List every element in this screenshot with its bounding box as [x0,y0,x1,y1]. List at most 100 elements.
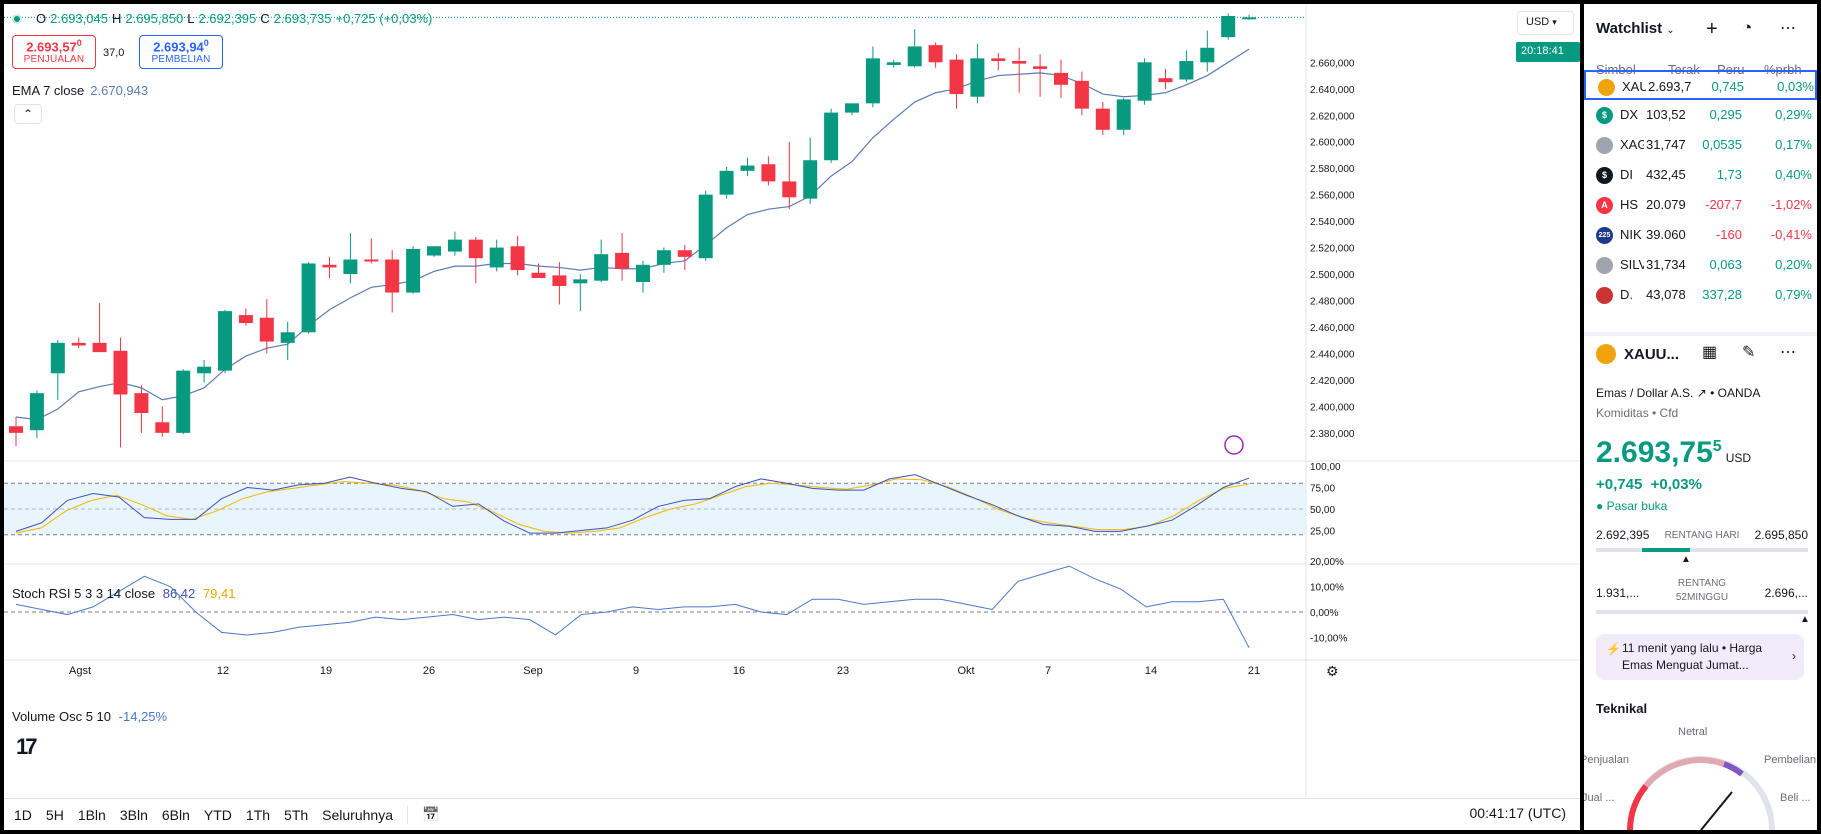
candle [1242,14,1257,20]
gauge-strong-sell-label: Jual ... [1584,792,1615,804]
gold-icon [1596,344,1616,364]
watchlist-percent: -0,41% [1770,227,1812,242]
timeframe-5th[interactable]: 5Th [284,806,309,823]
watchlist-row[interactable]: A HS 20.079 -207,7 -1,02% [1584,190,1817,220]
watchlist-last: 432,45 [1646,167,1686,182]
watchlist-row[interactable]: $ DX 103,52 0,295 0,29% [1584,100,1817,130]
stoch-label: Stoch RSI [12,586,71,601]
chart-area[interactable]: 2.660,000 2.640,000 2.620,000 2.600,000 2.58… [4,4,1580,830]
candle-body [991,58,1006,61]
time-tick-label: Okt [957,665,974,677]
gauge-sell-arc [1643,757,1725,788]
watchlist-row[interactable]: 225 NIK 39.060 -160 -0,41% [1584,220,1817,250]
chart-canvas[interactable]: 2.660,000 2.640,000 2.620,000 2.600,000 2.58… [4,4,1580,830]
volosc-tick-label: 10,00% [1310,583,1344,594]
col-change[interactable]: Peru [1717,62,1745,77]
candle [92,303,107,353]
timeframe-5h[interactable]: 5H [45,806,64,823]
watchlist-row[interactable]: XAG 31,747 0,0535 0,17% [1584,130,1817,160]
candle [991,53,1006,71]
timeframe-ytd[interactable]: YTD [203,806,232,823]
watchlist-row[interactable]: SILV 31,734 0,063 0,20% [1584,250,1817,280]
market-status-dot [12,13,22,24]
stoch-k-line [15,474,1250,534]
technicals-title[interactable]: Teknikal [1596,701,1648,716]
candle [113,337,128,448]
day-high: 2.695,850 [1754,528,1808,542]
watchlist-symbol: XAU [1622,79,1646,94]
candle [907,29,922,68]
add-symbol-icon[interactable]: + [1706,18,1718,40]
buy-button[interactable]: 2.693,940 PEMBELIAN [139,35,223,69]
gear-icon[interactable]: ⚙ [1326,663,1339,679]
candle [468,237,483,284]
dollar-icon: $ [1596,167,1613,184]
year-high: 2.696,... [1764,586,1808,600]
gauge-strong-buy-label: Beli ... [1780,792,1811,804]
candle-body [1074,80,1089,109]
timeframe-1bln[interactable]: 1Bln [77,806,106,823]
external-link-icon[interactable]: ↗ [1696,386,1707,400]
day-low: 2.692,395 [1596,528,1650,542]
pie-chart-icon[interactable]: ◔ [1742,18,1753,37]
chevron-down-icon: ▾ [1552,17,1557,27]
gauge-neutral-arc [1722,761,1744,777]
candle-body [803,160,818,199]
silver-icon [1596,137,1613,154]
symbol-desc-text[interactable]: Emas / Dollar A.S. [1596,386,1694,400]
candle [719,166,734,199]
price-tick-label: 2.460,000 [1310,323,1355,334]
watchlist-row[interactable]: XAU 2.693,7 0,745 0,03% [1584,70,1817,100]
candle-body [782,181,797,198]
candle-body [865,58,880,104]
candle-body [677,250,692,257]
col-percent[interactable]: %prbh [1764,62,1802,77]
tradingview-logo[interactable]: 17 [16,734,38,759]
utc-clock[interactable]: 00:41:17 (UTC) [1469,805,1566,821]
symbol-header[interactable]: XAUU... [1596,344,1679,364]
low-label: L [187,11,195,26]
candle [1179,50,1194,83]
volosc-label: Volume Osc [12,709,83,724]
timeframe-3bln[interactable]: 3Bln [119,806,148,823]
grid-icon[interactable]: ▦ [1702,344,1718,361]
sell-button[interactable]: 2.693,570 PENJUALAN [12,35,96,69]
date-range-icon[interactable]: 📅 [421,806,440,822]
candle-body [1179,60,1194,80]
candle [447,231,462,256]
sell-price-sup: 0 [76,38,82,48]
candle [865,46,880,108]
more-icon[interactable]: ⋯ [1780,20,1797,37]
candle [1137,58,1152,105]
timeframe-seluruhnya[interactable]: Seluruhnya [322,806,393,823]
chevron-up-icon[interactable]: ⌃ [14,104,42,124]
col-last[interactable]: Terak [1668,62,1700,77]
more-icon[interactable]: ⋯ [1780,344,1796,361]
price-tick-label: 2.600,000 [1310,138,1355,149]
time-tick-label: 7 [1045,665,1051,677]
ema-legend[interactable]: EMA 7 close 2.670,943 [12,83,148,98]
time-tick-label: 12 [217,665,229,677]
currency-select[interactable]: USD ▾ [1517,11,1574,35]
timeframe-6bln[interactable]: 6Bln [161,806,190,823]
volosc-tick-label: 0,00% [1310,608,1338,619]
candle [1116,98,1131,136]
candle-body [427,246,441,256]
col-symbol[interactable]: Simbol [1596,62,1636,77]
stoch-tick-label: 75,00 [1310,484,1335,495]
news-item[interactable]: ⚡ 11 menit yang lalu • Harga Emas Mengua… [1596,634,1804,680]
change-abs: +0,745 [1596,476,1643,493]
candle-body [447,239,462,252]
watchlist-row[interactable]: D. 43,078 337,28 0,79% [1584,280,1817,310]
price-tick-label: 2.560,000 [1310,191,1355,202]
year-range: 1.931,... RENTANG 52MINGGU 2.696,... ▲ [1596,578,1810,625]
volosc-legend[interactable]: Volume Osc 5 10 -14,25% [12,709,167,724]
edit-icon[interactable]: ✎ [1742,344,1756,361]
watchlist-row[interactable]: $ DI 432,45 1,73 0,40% [1584,160,1817,190]
candle-body [656,250,671,265]
watchlist-title[interactable]: Watchlist ⌄ [1596,20,1675,37]
stoch-legend[interactable]: Stoch RSI 5 3 3 14 close 86,42 79,41 [12,586,235,601]
timeframe-1d[interactable]: 1D [14,806,32,823]
candle [259,299,274,354]
timeframe-1th[interactable]: 1Th [245,806,271,823]
